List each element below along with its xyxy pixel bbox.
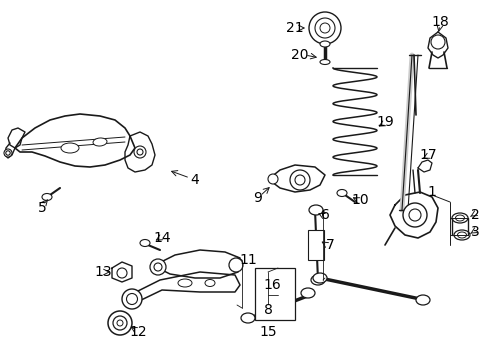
Circle shape: [4, 149, 12, 157]
Text: 16: 16: [263, 278, 280, 292]
Circle shape: [150, 259, 165, 275]
Ellipse shape: [451, 213, 467, 223]
Text: 18: 18: [430, 15, 448, 29]
Text: 5: 5: [38, 201, 46, 215]
Ellipse shape: [178, 279, 192, 287]
Ellipse shape: [61, 143, 79, 153]
Ellipse shape: [453, 230, 469, 240]
Polygon shape: [269, 165, 325, 192]
Circle shape: [289, 170, 309, 190]
Ellipse shape: [308, 205, 323, 215]
Text: 12: 12: [129, 325, 146, 339]
Ellipse shape: [241, 313, 254, 323]
Bar: [254, 268, 294, 320]
Text: 17: 17: [418, 148, 436, 162]
Text: 11: 11: [239, 253, 256, 267]
Text: 2: 2: [469, 208, 478, 222]
Circle shape: [308, 12, 340, 44]
Ellipse shape: [319, 59, 329, 64]
Text: 19: 19: [375, 115, 393, 129]
Circle shape: [134, 146, 146, 158]
Ellipse shape: [312, 273, 326, 283]
Ellipse shape: [140, 239, 150, 247]
Text: 9: 9: [253, 191, 262, 205]
Circle shape: [108, 311, 132, 335]
Ellipse shape: [310, 275, 325, 285]
Ellipse shape: [42, 194, 52, 201]
Text: 8: 8: [263, 303, 272, 317]
Polygon shape: [15, 114, 135, 167]
Circle shape: [430, 35, 444, 49]
Polygon shape: [112, 262, 132, 282]
Text: 15: 15: [259, 325, 276, 339]
Polygon shape: [130, 272, 240, 303]
Text: 3: 3: [469, 225, 478, 239]
Ellipse shape: [336, 189, 346, 197]
Ellipse shape: [301, 288, 314, 298]
Ellipse shape: [415, 295, 429, 305]
Circle shape: [117, 268, 127, 278]
Ellipse shape: [204, 279, 215, 287]
Text: 1: 1: [427, 185, 436, 199]
Text: 14: 14: [153, 231, 170, 245]
Polygon shape: [427, 32, 447, 58]
Polygon shape: [125, 132, 155, 172]
Polygon shape: [389, 192, 437, 238]
Polygon shape: [155, 250, 240, 278]
Text: 4: 4: [190, 173, 199, 187]
Circle shape: [402, 203, 426, 227]
Ellipse shape: [319, 41, 329, 47]
Circle shape: [122, 289, 142, 309]
Bar: [307, 230, 324, 260]
Text: 6: 6: [320, 208, 329, 222]
Circle shape: [267, 174, 278, 184]
Text: 20: 20: [291, 48, 308, 62]
Ellipse shape: [93, 138, 107, 146]
Text: 7: 7: [325, 238, 334, 252]
Text: 10: 10: [350, 193, 368, 207]
Polygon shape: [5, 143, 15, 158]
Polygon shape: [8, 128, 25, 148]
Text: 13: 13: [94, 265, 112, 279]
Text: 21: 21: [285, 21, 303, 35]
Polygon shape: [417, 160, 431, 172]
Circle shape: [228, 258, 243, 272]
